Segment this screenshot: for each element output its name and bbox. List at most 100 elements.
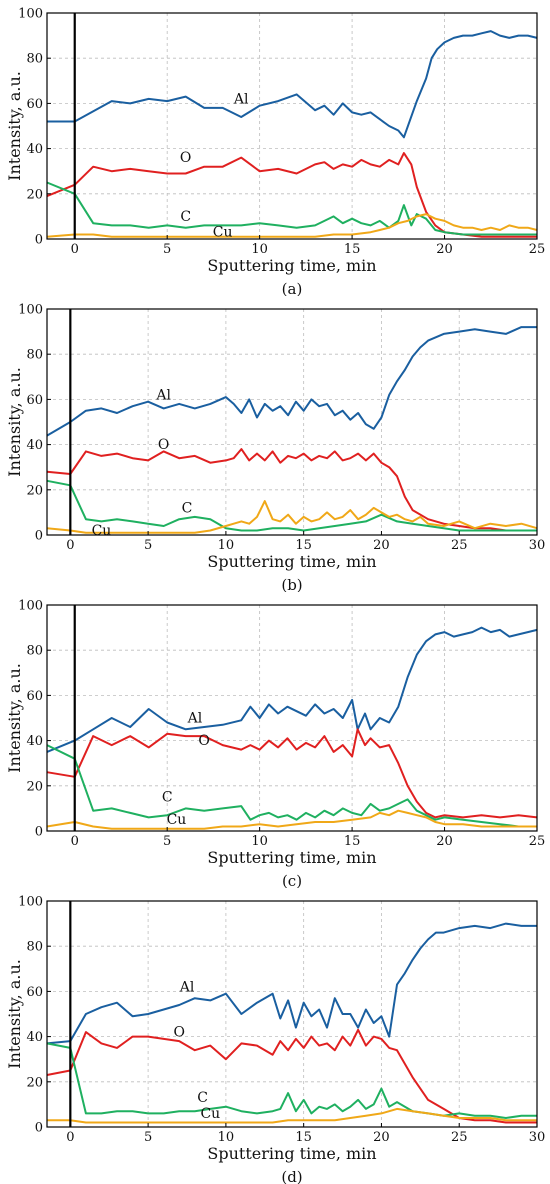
y-tick-label: 40 [26, 438, 43, 453]
ticks: 0 5 10 15 20 25 0 20 40 60 80 100 [18, 599, 545, 850]
ticks: 0 5 10 15 20 25 30 0 20 40 60 80 100 [18, 895, 545, 1146]
series-line-o [46, 152, 537, 238]
y-tick-label: 60 [26, 393, 43, 408]
y-tick-label: 80 [26, 644, 43, 659]
grid [47, 309, 537, 535]
y-tick-label: 100 [18, 895, 43, 910]
series-label-o: O [180, 150, 191, 166]
y-tick-label: 60 [26, 689, 43, 704]
y-tick-label: 80 [26, 940, 43, 955]
x-tick-label: 5 [163, 242, 171, 257]
series-line-o [46, 448, 537, 532]
y-tick-label: 0 [35, 1121, 43, 1136]
y-axis-label: Intensity, a.u. [5, 663, 24, 773]
y-tick-label: 20 [26, 187, 43, 202]
chart-panel-c: 0 5 10 15 20 25 0 20 40 60 80 100 Sputtering time, m… [5, 599, 545, 889]
x-tick-label: 5 [144, 1130, 152, 1145]
x-tick-label: 5 [163, 834, 171, 849]
y-tick-label: 0 [35, 233, 43, 248]
series-label-c: C [162, 790, 173, 806]
x-tick-label: 10 [218, 538, 235, 553]
y-tick-label: 20 [26, 1075, 43, 1090]
chart-panel-b: 0 5 10 15 20 25 30 0 20 40 60 80 100 Sputtering time,… [5, 303, 545, 593]
series-label-c: C [197, 1090, 208, 1106]
series-line-cu [47, 1107, 537, 1124]
plot-frame [46, 12, 538, 240]
x-tick-label: 0 [71, 242, 79, 257]
y-tick-label: 80 [26, 348, 43, 363]
y-axis-label: Intensity, a.u. [5, 367, 24, 477]
x-tick-label: 20 [436, 834, 453, 849]
x-tick-label: 10 [251, 834, 268, 849]
panel-label: (b) [281, 576, 302, 592]
series-line-al [46, 922, 537, 1045]
series-label-cu: Cu [200, 1106, 220, 1122]
x-tick-label: 25 [529, 834, 546, 849]
x-tick-label: 15 [295, 538, 312, 553]
x-tick-label: 0 [71, 834, 79, 849]
series-label-cu: Cu [213, 225, 233, 241]
plot-frame [46, 900, 538, 1128]
plot-frame [46, 308, 538, 536]
x-tick-label: 15 [295, 1130, 312, 1145]
panel-label: (c) [282, 872, 302, 888]
y-tick-label: 0 [35, 825, 43, 840]
series-line-cu [46, 809, 537, 830]
x-tick-label: 30 [529, 538, 546, 553]
x-tick-label: 0 [66, 538, 74, 553]
plot-frame [46, 604, 538, 832]
series-label-al: Al [233, 91, 249, 107]
x-axis-label: Sputtering time, min [207, 552, 376, 571]
series-label-al: Al [179, 979, 195, 995]
x-axis-label: Sputtering time, min [207, 848, 376, 867]
series-line-o [46, 1028, 537, 1124]
series-line-al [47, 30, 538, 139]
series-label-o: O [198, 733, 209, 749]
grid [47, 605, 537, 831]
y-tick-label: 40 [26, 734, 43, 749]
series-label-c: C [182, 500, 193, 516]
y-tick-label: 0 [35, 529, 43, 544]
x-tick-label: 0 [66, 1130, 74, 1145]
x-tick-label: 30 [529, 1130, 546, 1145]
series-label-al: Al [155, 387, 171, 403]
x-tick-label: 25 [529, 242, 546, 257]
y-tick-label: 100 [18, 7, 43, 22]
series-label-o: O [173, 1025, 184, 1041]
series-label-al: Al [187, 711, 203, 727]
panel-label: (d) [281, 1168, 302, 1184]
x-axis-label: Sputtering time, min [207, 256, 376, 275]
series-label-cu: Cu [92, 523, 112, 539]
x-tick-label: 25 [451, 538, 468, 553]
chart-panel-a: 0 5 10 15 20 25 0 20 40 60 80 100 Sputtering time, m… [5, 7, 545, 297]
series-line-c [46, 1042, 537, 1119]
grid [47, 13, 537, 239]
series-line-al [46, 626, 538, 753]
x-tick-label: 20 [373, 538, 390, 553]
series-line-cu [46, 500, 538, 534]
y-tick-label: 60 [26, 985, 43, 1000]
x-tick-label: 5 [144, 538, 152, 553]
x-tick-label: 15 [344, 834, 361, 849]
y-tick-label: 20 [26, 483, 43, 498]
y-tick-label: 100 [18, 599, 43, 614]
series-label-o: O [158, 437, 169, 453]
y-tick-label: 40 [26, 142, 43, 157]
ticks: 0 5 10 15 20 25 0 20 40 60 80 100 [18, 7, 545, 258]
x-tick-label: 10 [218, 1130, 235, 1145]
series-label-cu: Cu [167, 812, 187, 828]
y-tick-label: 80 [26, 52, 43, 67]
y-tick-label: 100 [18, 303, 43, 318]
series-line-o [46, 728, 538, 819]
series-line-c [46, 181, 537, 236]
panel-label: (a) [282, 280, 303, 296]
x-tick-label: 20 [436, 242, 453, 257]
series-line-c [46, 744, 537, 828]
chart-panel-d: 0 5 10 15 20 25 30 0 20 40 60 80 100 Sputtering time,… [5, 895, 545, 1184]
series-line-cu [46, 213, 538, 238]
x-tick-label: 25 [451, 1130, 468, 1145]
ticks: 0 5 10 15 20 25 30 0 20 40 60 80 100 [18, 303, 545, 554]
y-axis-label: Intensity, a.u. [5, 959, 24, 1069]
series-line-al [46, 326, 537, 437]
